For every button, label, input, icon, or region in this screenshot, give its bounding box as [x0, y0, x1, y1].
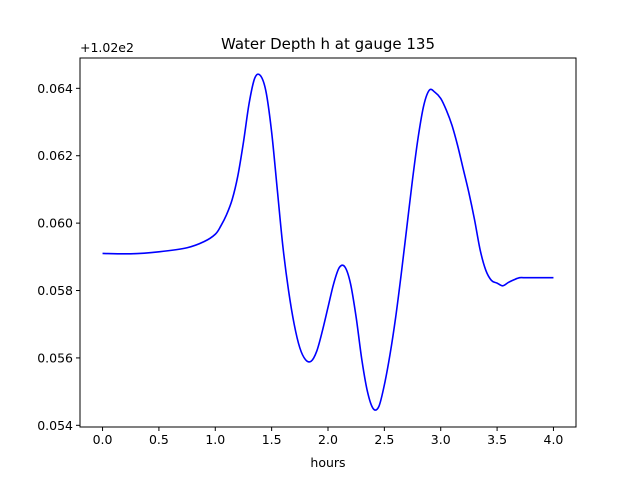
x-axis-label: hours: [310, 455, 345, 470]
chart-title: Water Depth h at gauge 135: [221, 35, 435, 53]
y-axis: 0.054 0.056 0.058 0.060 0.062 0.064: [37, 81, 80, 433]
x-tick-label: 2.5: [374, 432, 394, 447]
x-axis: 0.0 0.5 1.0 1.5 2.0 2.5 3.0 3.5 4.0: [93, 427, 564, 447]
y-tick-label: 0.060: [37, 216, 73, 231]
y-tick-label: 0.064: [37, 81, 73, 96]
x-tick-label: 4.0: [544, 432, 564, 447]
y-tick-label: 0.056: [37, 350, 73, 365]
y-offset-label: +1.02e2: [80, 40, 134, 55]
x-tick-label: 3.0: [431, 432, 451, 447]
y-tick-label: 0.062: [37, 148, 73, 163]
x-tick-label: 0.0: [93, 432, 113, 447]
y-tick-label: 0.054: [37, 418, 73, 433]
x-tick-label: 1.0: [205, 432, 225, 447]
y-tick-label: 0.058: [37, 283, 73, 298]
x-tick-label: 2.0: [318, 432, 338, 447]
series-layer: [102, 73, 554, 411]
x-tick-label: 3.5: [487, 432, 507, 447]
plot-frame: [79, 57, 577, 428]
x-tick-label: 0.5: [149, 432, 169, 447]
x-tick-label: 1.5: [262, 432, 282, 447]
series-line: [102, 73, 554, 411]
